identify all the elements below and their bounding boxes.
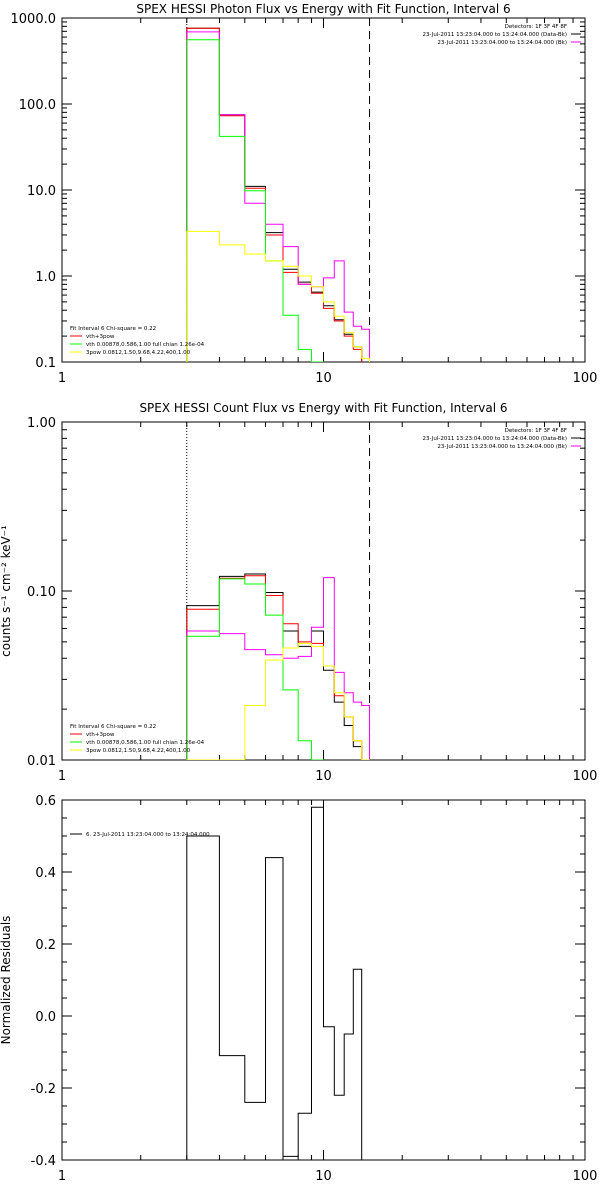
chart-title: SPEX HESSI Photon Flux vs Energy with Fi… [136, 2, 510, 16]
y-tick-label: 100.0 [19, 98, 56, 113]
legend-label: vth+3pow [86, 334, 115, 340]
series-4-line [186, 642, 370, 760]
detectors-label: Detectors: 1F 3F 4F 8F [505, 428, 567, 434]
y-tick-label: 1.00 [27, 416, 56, 431]
legend-label: vth 0.00878,0.586,1.00 full chian 1.26e-… [86, 342, 205, 348]
y-tick-label: 1000.0 [11, 12, 57, 27]
x-tick-label: 100 [573, 371, 598, 386]
legend-label: 6. 23-Jul-2011 13:23:04.000 to 13:24:04.… [86, 832, 210, 838]
series-4-line [186, 230, 370, 362]
legend-label: 3pow 0.0812,1.50,9.68,4.22,400,1.00 [86, 748, 191, 754]
y-tick-label: 0.0 [35, 1010, 56, 1025]
y-tick-label: 1.0 [35, 270, 56, 285]
y-tick-label: 10.0 [27, 184, 56, 199]
x-tick-label: 10 [315, 1169, 332, 1184]
y-axis-label: counts s⁻¹ cm⁻² keV⁻¹ [0, 525, 13, 657]
chart-title: SPEX HESSI Count Flux vs Energy with Fit… [139, 401, 507, 415]
x-tick-label: 1 [58, 769, 66, 784]
interval-label: 23-Jul-2011 13:23:04.000 to 13:24:04.000… [437, 40, 567, 46]
y-axis-label: Normalized Residuals [0, 916, 13, 1045]
x-tick-label: 100 [573, 769, 598, 784]
series-0-line [186, 573, 363, 760]
y-tick-label: 0.6 [35, 794, 56, 809]
series-group [186, 573, 370, 760]
interval-label: 23-Jul-2011 13:23:04.000 to 13:24:04.000… [423, 436, 568, 442]
x-tick-label: 1 [58, 371, 66, 386]
series-0-line [186, 27, 363, 362]
fit-summary-label: Fit Interval 6 Chi-square = 0.22 [70, 724, 156, 730]
detectors-label: Detectors: 1F 3F 4F 8F [505, 24, 567, 30]
interval-label: 23-Jul-2011 13:23:04.000 to 13:24:04.000… [423, 32, 568, 38]
count-flux-panel: SPEX HESSI Count Flux vs Energy with Fit… [0, 401, 597, 784]
y-tick-label: 0.10 [27, 585, 56, 600]
series-3-line [186, 39, 324, 362]
series-group [186, 27, 370, 362]
fit-summary-label: Fit Interval 6 Chi-square = 0.22 [70, 326, 156, 332]
series-0-line [186, 806, 363, 1160]
legend-label: vth 0.00878,0.586,1.00 full chian 1.26e-… [86, 740, 205, 746]
y-tick-label: 0.4 [35, 866, 56, 881]
series-1-line [186, 27, 363, 362]
series-2-line [186, 31, 370, 362]
x-tick-label: 100 [573, 1169, 598, 1184]
x-tick-label: 10 [315, 371, 332, 386]
y-tick-label: 0.01 [27, 754, 56, 769]
series-2-line [186, 577, 370, 760]
photon-flux-panel: SPEX HESSI Photon Flux vs Energy with Fi… [11, 2, 598, 386]
y-tick-label: -0.4 [31, 1154, 56, 1169]
interval-label: 23-Jul-2011 13:23:04.000 to 13:24:04.000… [437, 444, 567, 450]
x-tick-label: 1 [58, 1169, 66, 1184]
series-3-line [186, 578, 324, 760]
plot-frame [61, 17, 586, 363]
y-tick-label: 0.1 [35, 356, 56, 371]
x-tick-label: 10 [315, 769, 332, 784]
series-1-line [186, 575, 363, 760]
legend-label: vth+3pow [86, 732, 115, 738]
residuals-panel: 1 10 100 -0.4 -0.2 0.0 0.2 0.4 0.6 Normalized Res… [0, 794, 597, 1184]
legend-label: 3pow 0.0812,1.50,9.68,4.22,400,1.00 [86, 350, 191, 356]
y-tick-label: -0.2 [31, 1082, 56, 1097]
series-group [186, 806, 363, 1160]
y-tick-label: 0.2 [35, 938, 56, 953]
